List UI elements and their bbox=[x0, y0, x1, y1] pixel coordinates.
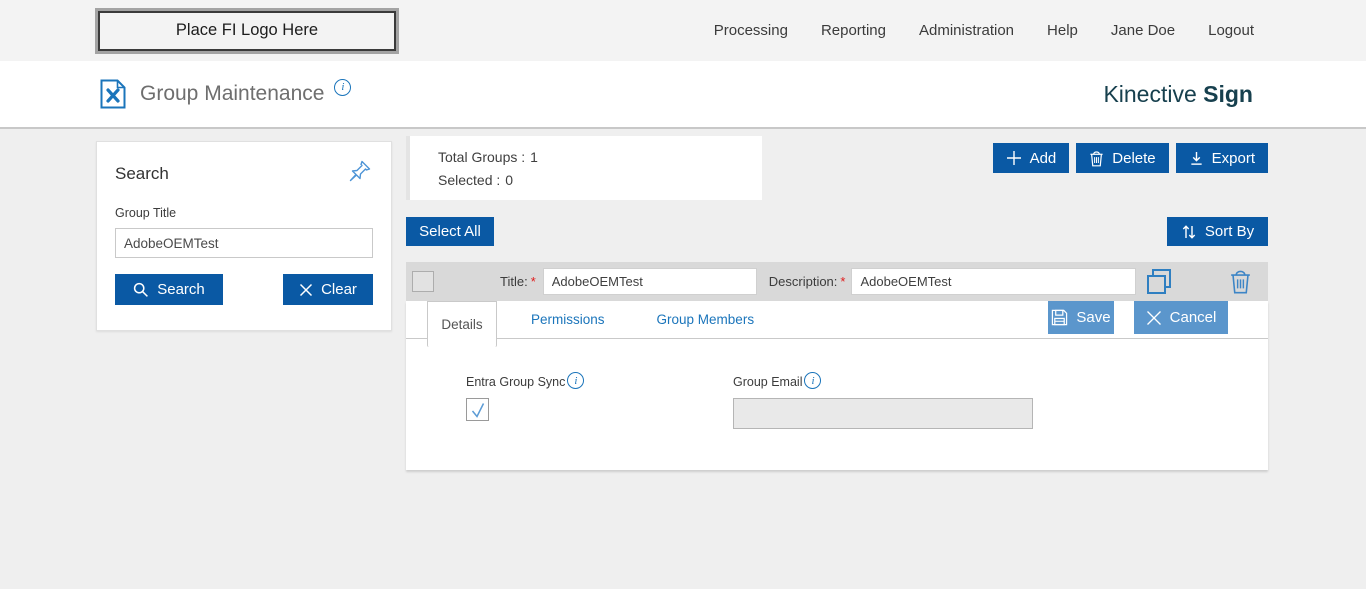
add-button[interactable]: Add bbox=[992, 143, 1070, 173]
sort-icon bbox=[1181, 224, 1197, 240]
download-icon bbox=[1189, 151, 1204, 166]
tab-permissions[interactable]: Permissions bbox=[531, 312, 605, 327]
group-email-field: Group Email i bbox=[733, 372, 1033, 429]
tab-group-members[interactable]: Group Members bbox=[656, 312, 755, 327]
group-detail-panel: Details Permissions Group Members bbox=[406, 301, 1268, 470]
clear-button[interactable]: Clear bbox=[283, 274, 373, 305]
sort-by-button[interactable]: Sort By bbox=[1167, 217, 1268, 246]
required-marker: * bbox=[530, 274, 536, 289]
page-header: Group Maintenance i Kinective Sign bbox=[0, 61, 1366, 129]
search-button-label: Search bbox=[157, 281, 205, 298]
description-label: Description: * bbox=[768, 274, 846, 289]
main-content: Total Groups : 1 Selected : 0 Add bbox=[406, 129, 1268, 470]
delete-button-label: Delete bbox=[1112, 149, 1156, 167]
group-title-label: Group Title bbox=[115, 206, 177, 220]
nav-user[interactable]: Jane Doe bbox=[1110, 22, 1176, 39]
sort-by-label: Sort By bbox=[1204, 223, 1255, 240]
selected-value: 0 bbox=[505, 172, 514, 188]
description-input[interactable] bbox=[851, 268, 1137, 295]
title-label: Title: * bbox=[500, 274, 536, 289]
required-marker: * bbox=[840, 274, 846, 289]
entra-group-sync-field: Entra Group Sync i bbox=[466, 372, 733, 429]
row-checkbox[interactable] bbox=[412, 271, 434, 292]
nav-logout[interactable]: Logout bbox=[1208, 22, 1254, 39]
brand-logo: Kinective Sign bbox=[1103, 81, 1253, 108]
clear-x-icon bbox=[299, 283, 313, 297]
tab-strip: Details Permissions Group Members bbox=[406, 301, 1268, 347]
page-title: Group Maintenance bbox=[140, 82, 325, 105]
trash-icon bbox=[1089, 150, 1104, 167]
form-actions: Save Cancel bbox=[1048, 301, 1228, 334]
row-trash-icon[interactable] bbox=[1229, 268, 1252, 295]
checkmark-icon bbox=[471, 402, 484, 418]
cancel-x-icon bbox=[1146, 310, 1162, 326]
group-row: Title:* Description:* bbox=[406, 262, 1268, 301]
entra-group-sync-checkbox[interactable] bbox=[466, 398, 489, 421]
select-all-label: Select All bbox=[419, 223, 481, 240]
list-toolbar: Select All Sort By bbox=[406, 217, 1268, 246]
nav-processing[interactable]: Processing bbox=[713, 22, 788, 39]
entra-group-sync-label: Entra Group Sync bbox=[466, 375, 566, 389]
save-button[interactable]: Save bbox=[1048, 301, 1114, 334]
search-icon bbox=[133, 282, 149, 298]
total-groups-label: Total Groups : bbox=[438, 149, 526, 165]
title-input[interactable] bbox=[542, 268, 757, 295]
group-maintenance-page-icon bbox=[100, 79, 126, 109]
page-title-info-icon[interactable]: i bbox=[334, 78, 352, 96]
group-email-input bbox=[733, 398, 1033, 429]
fi-logo-placeholder: Place FI Logo Here bbox=[98, 10, 396, 51]
selected-line: Selected : 0 bbox=[438, 169, 762, 192]
export-button-label: Export bbox=[1211, 149, 1255, 167]
nav-administration[interactable]: Administration bbox=[918, 22, 1015, 39]
cancel-button-label: Cancel bbox=[1169, 309, 1217, 326]
cancel-button[interactable]: Cancel bbox=[1134, 301, 1228, 334]
copy-icon[interactable] bbox=[1146, 268, 1173, 295]
entra-group-sync-info-icon[interactable]: i bbox=[567, 372, 585, 389]
search-panel-title: Search bbox=[115, 164, 169, 183]
pin-icon[interactable] bbox=[347, 158, 373, 184]
search-panel: Search Group Title Search bbox=[96, 141, 392, 331]
save-button-label: Save bbox=[1076, 309, 1111, 326]
add-button-label: Add bbox=[1029, 149, 1057, 167]
top-nav: Processing Reporting Administration Help… bbox=[714, 22, 1254, 39]
plus-icon bbox=[1006, 150, 1022, 166]
export-button[interactable]: Export bbox=[1175, 143, 1268, 173]
delete-button[interactable]: Delete bbox=[1076, 143, 1169, 173]
group-title-input[interactable] bbox=[115, 228, 373, 258]
page-body: Search Group Title Search bbox=[0, 129, 1366, 587]
group-email-info-icon[interactable]: i bbox=[804, 372, 822, 389]
search-button[interactable]: Search bbox=[115, 274, 223, 305]
select-all-button[interactable]: Select All bbox=[406, 217, 494, 246]
tab-details[interactable]: Details bbox=[427, 301, 497, 347]
details-tab-content: Entra Group Sync i Group Email i bbox=[406, 339, 1268, 429]
nav-help[interactable]: Help bbox=[1047, 22, 1078, 39]
total-groups-line: Total Groups : 1 bbox=[438, 146, 762, 169]
fi-logo-text: Place FI Logo Here bbox=[175, 21, 319, 39]
brand-name: Kinective bbox=[1103, 80, 1197, 107]
brand-product: Sign bbox=[1203, 80, 1253, 107]
total-groups-value: 1 bbox=[530, 149, 538, 165]
save-icon bbox=[1051, 309, 1068, 326]
group-email-label: Group Email bbox=[733, 375, 803, 389]
nav-reporting[interactable]: Reporting bbox=[820, 22, 886, 39]
top-bar: Place FI Logo Here Processing Reporting … bbox=[0, 0, 1366, 61]
group-summary-box: Total Groups : 1 Selected : 0 bbox=[406, 136, 762, 200]
group-actions: Add Delete bbox=[992, 143, 1268, 173]
clear-button-label: Clear bbox=[321, 281, 357, 298]
selected-label: Selected : bbox=[438, 172, 501, 188]
